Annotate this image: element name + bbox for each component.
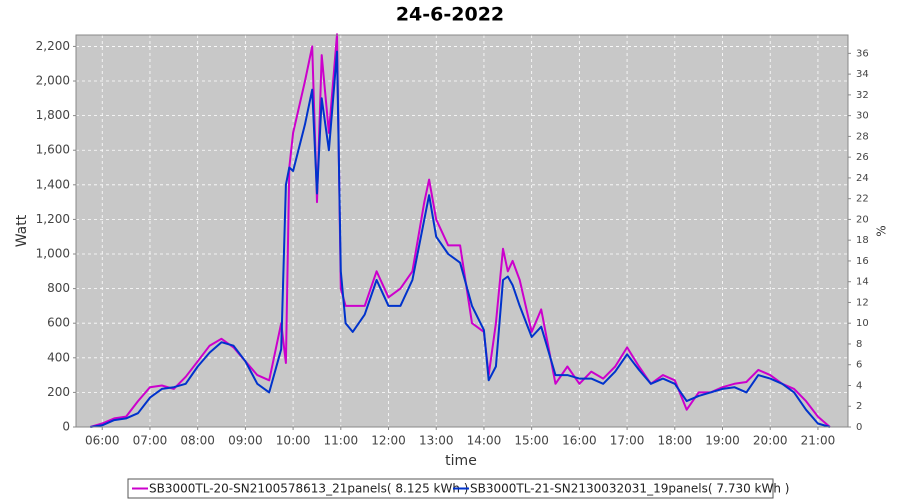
y2-tick-label: 2 — [856, 401, 862, 412]
y-tick-label: 600 — [47, 316, 70, 330]
y2-tick-label: 30 — [856, 111, 869, 122]
series-line — [90, 33, 831, 428]
x-tick-label: 10:00 — [276, 434, 311, 448]
y-axis-label: Watt — [14, 214, 30, 247]
y2-tick-label: 4 — [856, 380, 862, 391]
y2-tick-label: 6 — [856, 360, 862, 371]
y2-tick-label: 26 — [856, 152, 869, 163]
plot-border — [75, 34, 849, 428]
y2-tick-label: 28 — [856, 131, 869, 142]
x-tick-label: 14:00 — [467, 434, 502, 448]
y2-tick-label: 12 — [856, 297, 869, 308]
y-tick-label: 1,200 — [36, 212, 70, 226]
x-tick-label: 07:00 — [133, 434, 168, 448]
y2-tick-label: 14 — [856, 277, 869, 288]
legend-label: SB3000TL-20-SN2100578613_21panels( 8.125… — [149, 482, 468, 496]
chart-title: 24-6-2022 — [396, 4, 504, 26]
y2-tick-label: 32 — [856, 90, 869, 101]
y2-tick-label: 0 — [856, 422, 862, 433]
y2-tick-label: 24 — [856, 173, 869, 184]
x-tick-label: 17:00 — [610, 434, 645, 448]
legend-label: SB3000TL-21-SN2130032031_19panels( 7.730… — [470, 482, 789, 496]
y2-tick-label: 34 — [856, 69, 869, 80]
y2-tick-label: 16 — [856, 256, 869, 267]
legend — [127, 478, 774, 499]
y-tick-label: 1,800 — [36, 108, 70, 122]
y-tick-label: 1,400 — [36, 177, 70, 191]
x-tick-label: 15:00 — [514, 434, 549, 448]
series-line — [90, 50, 831, 428]
y2-tick-label: 18 — [856, 235, 869, 246]
y2-tick-label: 20 — [856, 214, 869, 225]
x-tick-label: 09:00 — [228, 434, 263, 448]
y2-tick-label: 10 — [856, 318, 869, 329]
y-tick-label: 2,000 — [36, 74, 70, 88]
x-tick-label: 19:00 — [705, 434, 740, 448]
x-axis-label: time — [445, 453, 477, 469]
y2-axis-label: % — [875, 225, 889, 236]
y-tick-label: 800 — [47, 281, 70, 295]
y2-tick-label: 22 — [856, 194, 869, 205]
x-tick-label: 06:00 — [85, 434, 120, 448]
x-tick-label: 16:00 — [562, 434, 597, 448]
y-tick-label: 0 — [62, 420, 70, 434]
x-tick-label: 13:00 — [419, 434, 454, 448]
y-tick-label: 1,000 — [36, 247, 70, 261]
y-tick-label: 400 — [47, 350, 70, 364]
x-tick-label: 11:00 — [324, 434, 359, 448]
plot-area — [76, 35, 848, 427]
x-tick-label: 12:00 — [371, 434, 406, 448]
y-tick-label: 2,200 — [36, 39, 70, 53]
y-tick-label: 200 — [47, 385, 70, 399]
y2-tick-label: 36 — [856, 48, 869, 59]
x-tick-label: 20:00 — [753, 434, 788, 448]
y2-tick-label: 8 — [856, 339, 862, 350]
x-tick-label: 08:00 — [180, 434, 215, 448]
x-tick-label: 21:00 — [801, 434, 836, 448]
x-tick-label: 18:00 — [658, 434, 693, 448]
y-tick-label: 1,600 — [36, 143, 70, 157]
